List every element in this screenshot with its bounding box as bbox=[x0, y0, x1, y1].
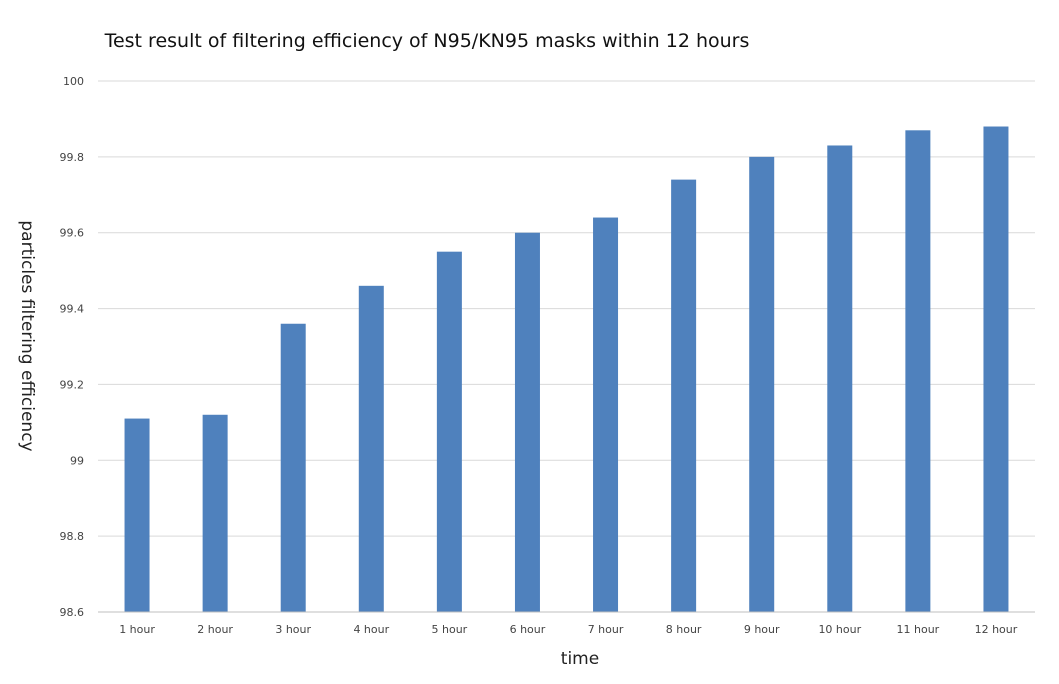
bar bbox=[514, 232, 540, 612]
x-tick-label: 5 hour bbox=[432, 623, 468, 636]
bar bbox=[749, 156, 775, 612]
x-tick-label: 8 hour bbox=[666, 623, 702, 636]
y-tick-label: 99 bbox=[70, 454, 84, 467]
x-tick-label: 1 hour bbox=[119, 623, 155, 636]
x-tick-label: 10 hour bbox=[818, 623, 861, 636]
bars bbox=[124, 126, 1009, 613]
bar bbox=[358, 285, 384, 612]
y-tick-label: 98.8 bbox=[60, 530, 85, 543]
gridlines bbox=[98, 80, 1035, 537]
x-tick-label: 9 hour bbox=[744, 623, 780, 636]
x-axis-ticks: 1 hour 2 hour 3 hour 4 hour 5 hour 6 hour 7 ho… bbox=[119, 623, 1018, 636]
x-tick-label: 7 hour bbox=[588, 623, 624, 636]
y-tick-label: 99.8 bbox=[60, 151, 85, 164]
bar bbox=[124, 418, 150, 612]
y-axis-ticks: 98.6 98.8 99 99.2 99.4 99.6 99.8 100 bbox=[60, 75, 85, 619]
bar bbox=[671, 179, 697, 612]
y-axis-title: particles filtering efficiency bbox=[17, 220, 37, 451]
x-tick-label: 4 hour bbox=[353, 623, 389, 636]
x-tick-label: 2 hour bbox=[197, 623, 233, 636]
x-tick-label: 11 hour bbox=[897, 623, 940, 636]
x-tick-label: 3 hour bbox=[275, 623, 311, 636]
y-tick-label: 99.4 bbox=[60, 303, 85, 316]
bar bbox=[827, 145, 853, 612]
y-tick-label: 98.6 bbox=[60, 606, 85, 619]
bar bbox=[436, 251, 462, 612]
y-tick-label: 99.6 bbox=[60, 227, 85, 240]
x-axis-title: time bbox=[561, 649, 599, 669]
x-tick-label: 6 hour bbox=[510, 623, 546, 636]
bar bbox=[905, 130, 931, 613]
bar bbox=[202, 414, 228, 612]
bar bbox=[593, 217, 619, 613]
chart-title: Test result of filtering efficiency of N… bbox=[104, 30, 750, 52]
bar bbox=[280, 323, 306, 612]
y-tick-label: 100 bbox=[63, 75, 84, 88]
x-tick-label: 12 hour bbox=[975, 623, 1018, 636]
y-tick-label: 99.2 bbox=[60, 378, 85, 391]
bar bbox=[983, 126, 1009, 612]
